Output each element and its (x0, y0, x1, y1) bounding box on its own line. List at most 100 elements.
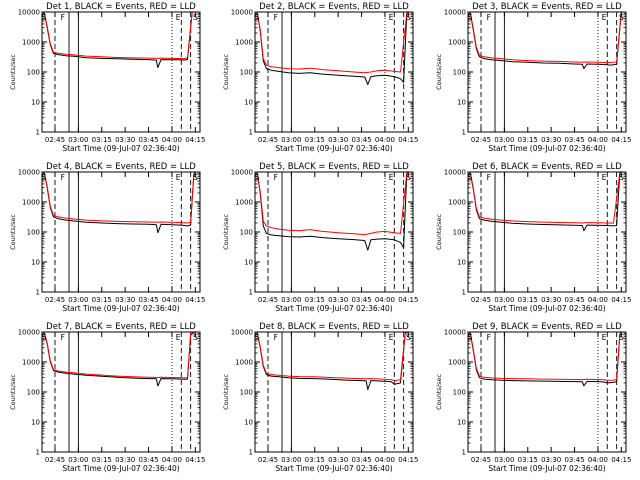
x-tick-label: 02:45 (258, 296, 278, 304)
x-tick-label: 04:00 (588, 456, 608, 464)
flag-label: S (42, 173, 47, 182)
y-tick-label: 10 (457, 259, 466, 267)
chart-title: Det 9, BLACK = Events, RED = LLD (472, 322, 622, 332)
y-tick-label: 1 (249, 129, 253, 137)
x-tick-label: 03:45 (351, 456, 371, 464)
flag-label: S (468, 173, 473, 182)
x-axis-label: Start Time (09-Jul-07 02:36:40) (275, 144, 392, 153)
flag-label: S (255, 13, 260, 22)
x-tick-label: 04:15 (611, 296, 631, 304)
events-series-line (469, 332, 622, 387)
flag-label: S (406, 13, 411, 22)
x-axis-label: Start Time (09-Jul-07 02:36:40) (488, 144, 605, 153)
y-tick-label: 10000 (18, 329, 40, 337)
x-tick-label: 02:45 (258, 456, 278, 464)
x-tick-label: 03:00 (68, 136, 88, 144)
plot-data (256, 332, 409, 452)
events-series-line (43, 12, 196, 69)
y-tick-label: 1000 (22, 39, 40, 47)
x-tick-label: 02:45 (471, 456, 491, 464)
plot-data (43, 12, 196, 132)
x-tick-label: 03:15 (92, 456, 112, 464)
x-tick-label: 03:45 (564, 136, 584, 144)
flag-label: E (602, 333, 607, 342)
y-tick-label: 1000 (235, 39, 253, 47)
x-tick-label: 02:45 (45, 136, 65, 144)
x-tick-label: 03:30 (541, 296, 561, 304)
y-tick-label: 1000 (22, 199, 40, 207)
x-tick-label: 03:15 (518, 456, 538, 464)
y-axis-label: Counts/sec (9, 374, 17, 410)
flag-label: F (487, 333, 491, 342)
flag-label: S (193, 333, 198, 342)
chart-title: Det 4, BLACK = Events, RED = LLD (46, 162, 196, 172)
x-tick-label: 02:45 (471, 296, 491, 304)
y-tick-label: 100 (453, 69, 466, 77)
x-tick-label: 03:15 (305, 136, 325, 144)
y-tick-label: 1 (462, 289, 466, 297)
x-tick-label: 03:45 (351, 136, 371, 144)
x-tick-label: 04:00 (162, 456, 182, 464)
x-tick-label: 04:15 (185, 296, 205, 304)
flag-label: F (274, 13, 278, 22)
y-tick-label: 100 (27, 69, 40, 77)
y-tick-label: 1000 (235, 199, 253, 207)
x-tick-label: 04:00 (375, 456, 395, 464)
y-tick-label: 10 (31, 99, 40, 107)
y-tick-label: 10000 (444, 169, 466, 177)
y-tick-label: 100 (240, 69, 253, 77)
y-tick-label: 100 (453, 229, 466, 237)
y-tick-label: 1000 (235, 359, 253, 367)
flag-label: S (193, 173, 198, 182)
x-tick-label: 04:00 (375, 296, 395, 304)
x-tick-label: 03:30 (115, 296, 135, 304)
y-tick-label: 10 (457, 99, 466, 107)
y-tick-label: 1000 (448, 359, 466, 367)
events-series-line (256, 12, 409, 86)
x-tick-label: 03:30 (328, 456, 348, 464)
y-axis-label: Counts/sec (435, 214, 443, 250)
plot-frame (254, 11, 414, 133)
flag-label: F (61, 13, 65, 22)
flag-label: S (255, 333, 260, 342)
y-tick-label: 100 (27, 389, 40, 397)
lld-series-line (256, 172, 409, 236)
x-axis-label: Start Time (09-Jul-07 02:36:40) (62, 304, 179, 313)
x-axis-label: Start Time (09-Jul-07 02:36:40) (62, 144, 179, 153)
x-tick-label: 04:00 (375, 136, 395, 144)
plot-data (43, 172, 196, 292)
flag-label: S (42, 13, 47, 22)
events-series-line (469, 172, 622, 232)
x-tick-label: 03:45 (138, 456, 158, 464)
lld-series-line (256, 332, 409, 382)
plot-data (469, 332, 622, 452)
x-tick-label: 03:30 (541, 456, 561, 464)
y-tick-label: 100 (240, 389, 253, 397)
x-tick-label: 04:15 (185, 136, 205, 144)
x-tick-label: 03:45 (138, 136, 158, 144)
x-tick-label: 04:00 (162, 296, 182, 304)
y-tick-label: 1 (462, 129, 466, 137)
x-tick-label: 04:15 (611, 456, 631, 464)
x-tick-label: 04:15 (611, 136, 631, 144)
y-tick-label: 10 (457, 419, 466, 427)
plot-data (256, 12, 409, 132)
lld-series-line (256, 12, 409, 74)
events-series-line (469, 12, 622, 70)
x-tick-label: 03:30 (115, 456, 135, 464)
flag-label: E (602, 13, 607, 22)
x-tick-label: 04:15 (398, 456, 418, 464)
x-tick-label: 03:15 (305, 296, 325, 304)
flag-label: E (389, 13, 394, 22)
x-tick-label: 03:45 (351, 296, 371, 304)
chart-title: Det 2, BLACK = Events, RED = LLD (259, 2, 409, 12)
flag-label: F (274, 173, 278, 182)
chart-title: Det 3, BLACK = Events, RED = LLD (472, 2, 622, 12)
x-tick-label: 04:15 (398, 136, 418, 144)
plot-frame (41, 171, 201, 293)
y-axis-label: Counts/sec (9, 54, 17, 90)
lld-series-line (43, 12, 196, 60)
y-tick-label: 10000 (18, 169, 40, 177)
